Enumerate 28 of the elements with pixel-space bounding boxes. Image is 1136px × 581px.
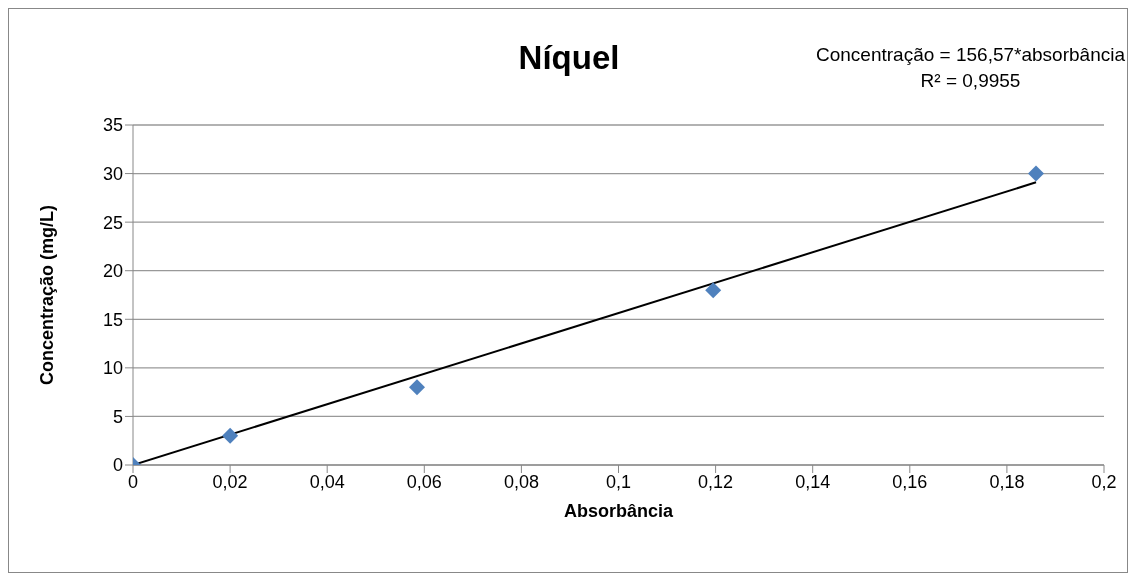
x-tick-label: 0,16 xyxy=(892,471,928,492)
x-tick-label: 0,12 xyxy=(698,471,734,492)
x-axis-title: Absorbância xyxy=(563,501,674,521)
x-tick-label: 0,2 xyxy=(1091,471,1117,492)
text: R² = 0,9955 xyxy=(920,70,1021,91)
y-tick-label: 30 xyxy=(102,163,123,184)
point xyxy=(409,379,426,396)
x-tick-label: 0 xyxy=(127,471,139,492)
x-tick-label: 0,02 xyxy=(212,471,248,492)
x-tick-label: 0,18 xyxy=(989,471,1025,492)
x-tick-label: 0,14 xyxy=(795,471,831,492)
x-tick-label: 0,08 xyxy=(503,471,539,492)
y-tick-label: 0 xyxy=(112,455,123,476)
point xyxy=(705,282,722,299)
y-tick-label: 20 xyxy=(102,261,123,282)
y-tick-label: 10 xyxy=(102,358,123,379)
y-tick-label: 15 xyxy=(102,309,123,330)
text: Concentração = 156,57*absorbância xyxy=(816,44,1125,65)
x-tick-label: 0,04 xyxy=(309,471,345,492)
x-tick-label: 0,06 xyxy=(406,471,442,492)
point xyxy=(1028,165,1045,182)
y-axis-title: Concentração (mg/L) xyxy=(37,204,58,386)
chart-title: Níquel xyxy=(518,39,620,76)
x-tick-label: 0,1 xyxy=(605,471,632,492)
y-tick-label: 35 xyxy=(102,115,123,136)
y-tick-label: 25 xyxy=(102,212,123,233)
point xyxy=(222,427,239,444)
y-tick-label: 5 xyxy=(112,406,123,427)
